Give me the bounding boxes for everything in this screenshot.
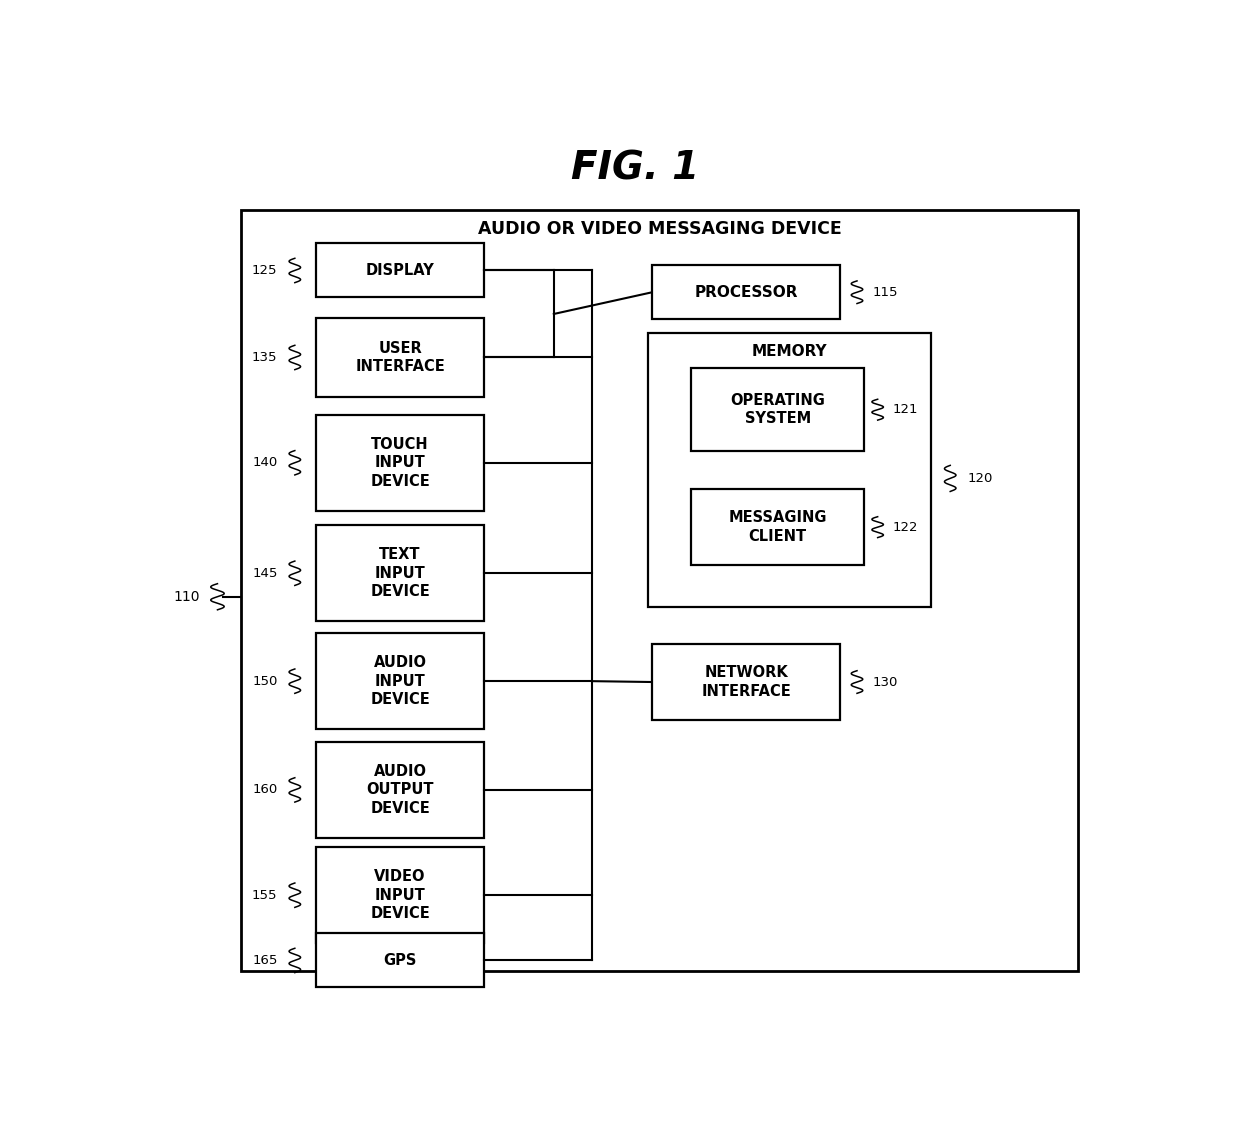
Text: AUDIO
INPUT
DEVICE: AUDIO INPUT DEVICE — [371, 655, 430, 707]
FancyBboxPatch shape — [316, 415, 484, 511]
Text: NETWORK
INTERFACE: NETWORK INTERFACE — [701, 666, 791, 698]
Text: 125: 125 — [252, 264, 278, 277]
Text: 165: 165 — [252, 954, 278, 967]
FancyBboxPatch shape — [691, 368, 864, 451]
Text: 155: 155 — [252, 888, 278, 902]
Text: FIG. 1: FIG. 1 — [572, 149, 699, 188]
Text: 110: 110 — [174, 590, 200, 603]
Text: TEXT
INPUT
DEVICE: TEXT INPUT DEVICE — [371, 547, 430, 599]
Text: DISPLAY: DISPLAY — [366, 263, 434, 278]
Text: GPS: GPS — [383, 953, 417, 968]
FancyBboxPatch shape — [242, 209, 1078, 971]
FancyBboxPatch shape — [316, 525, 484, 622]
Text: 130: 130 — [873, 676, 898, 688]
FancyBboxPatch shape — [647, 332, 931, 607]
Text: TOUCH
INPUT
DEVICE: TOUCH INPUT DEVICE — [371, 436, 430, 489]
Text: 145: 145 — [252, 567, 278, 580]
Text: 122: 122 — [892, 521, 918, 533]
Text: AUDIO OR VIDEO MESSAGING DEVICE: AUDIO OR VIDEO MESSAGING DEVICE — [477, 219, 842, 237]
Text: 140: 140 — [252, 457, 278, 469]
FancyBboxPatch shape — [316, 633, 484, 729]
FancyBboxPatch shape — [316, 933, 484, 988]
Text: 115: 115 — [873, 286, 898, 298]
Text: MESSAGING
CLIENT: MESSAGING CLIENT — [728, 511, 827, 544]
Text: 160: 160 — [252, 783, 278, 797]
Text: 121: 121 — [892, 403, 918, 416]
FancyBboxPatch shape — [316, 848, 484, 944]
Text: PROCESSOR: PROCESSOR — [694, 285, 797, 299]
Text: 135: 135 — [252, 351, 278, 364]
FancyBboxPatch shape — [652, 266, 839, 319]
Text: MEMORY: MEMORY — [751, 345, 827, 359]
Text: 120: 120 — [967, 472, 993, 485]
FancyBboxPatch shape — [316, 243, 484, 297]
Text: 150: 150 — [252, 675, 278, 688]
FancyBboxPatch shape — [316, 319, 484, 397]
FancyBboxPatch shape — [691, 489, 864, 565]
Text: VIDEO
INPUT
DEVICE: VIDEO INPUT DEVICE — [371, 869, 430, 921]
FancyBboxPatch shape — [652, 644, 839, 720]
FancyBboxPatch shape — [316, 742, 484, 837]
Text: OPERATING
SYSTEM: OPERATING SYSTEM — [730, 393, 825, 426]
Text: USER
INTERFACE: USER INTERFACE — [355, 340, 445, 374]
Text: AUDIO
OUTPUT
DEVICE: AUDIO OUTPUT DEVICE — [366, 764, 434, 816]
